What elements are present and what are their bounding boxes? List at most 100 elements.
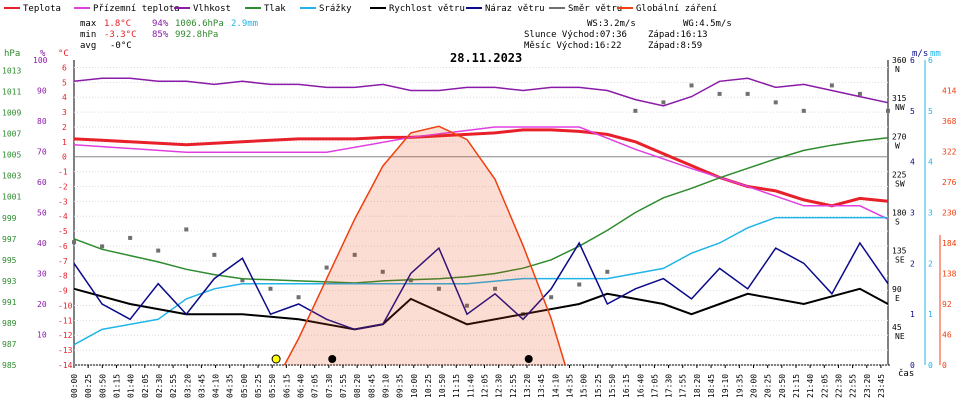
wind-dir-point [605,269,610,274]
tick-dir: 135 [892,247,907,256]
x-tick-label: 02:05 [141,374,150,398]
x-tick-label: 07:05 [311,374,320,398]
stats-max-hum: 94% [152,19,169,29]
tick-degc: 5 [62,78,67,87]
wind-dir-point [549,295,554,300]
wind-dir-point [464,303,469,308]
x-tick-label: 07:55 [339,374,348,398]
stats-moonrise: Měsíc Východ:16:22 [524,41,622,51]
tick-degc: -7 [58,257,68,266]
chart-title: 28.11.2023 [450,51,522,65]
x-tick-label: 11:40 [466,374,475,398]
tick-degc: -1 [58,168,68,177]
tick-hpa: 1001 [2,193,21,202]
x-tick-label: 22:05 [820,374,829,398]
wind-dir-point [268,286,273,291]
legend-label: Tlak [264,4,286,14]
x-tick-label: 21:15 [792,374,801,398]
tick-pct: 100 [33,56,48,65]
series-line [73,137,889,284]
x-tick-label: 01:15 [112,374,121,398]
x-tick-label: 01:40 [127,374,136,398]
tick-mm: 0 [928,361,933,370]
tick-degc: 6 [62,63,67,72]
tick-dir: 360 [892,56,907,65]
tick-hpa: 1013 [2,67,21,76]
x-tick-label: 04:10 [212,374,221,398]
tick-dir-name: NW [895,103,905,112]
tick-hpa: 991 [2,298,17,307]
tick-wm2: 0 [942,361,947,370]
tick-degc: 0 [62,153,67,162]
tick-pct: 50 [37,209,47,218]
tick-wm2: 276 [942,178,957,187]
stats-wind-gust: WG:4.5m/s [683,19,732,29]
x-tick-label: 16:15 [622,374,631,398]
wind-dir-point [773,100,778,105]
tick-wm2: 230 [942,209,957,218]
x-tick-label: 19:10 [721,374,730,398]
wind-dir-point [184,227,189,232]
x-tick-label: 05:00 [240,374,249,398]
series-line [73,241,889,331]
axis-label-mm: mm [930,49,941,59]
wind-dir-point [324,265,329,270]
tick-degc: 3 [62,108,67,117]
wind-dir-point [436,286,441,291]
x-tick-label: 09:35 [396,374,405,398]
x-tick-label: 04:35 [226,374,235,398]
tick-ms: 6 [910,56,915,65]
x-tick-label: 13:45 [537,374,546,398]
tick-dir-name: SW [895,179,905,188]
tick-ms: 1 [910,310,915,319]
wind-dir-point [689,83,694,88]
wind-dir-point [661,100,666,105]
stats-sunset: Západ:16:13 [648,30,708,40]
tick-degc: -13 [58,346,73,355]
x-tick-label: 02:30 [155,374,164,398]
tick-wm2: 414 [942,87,957,96]
legend-label: Teplota [23,4,61,14]
x-tick-label: 23:20 [863,374,872,398]
tick-degc: 2 [62,123,67,132]
stats-avg-label: avg [80,41,96,51]
tick-pct: 80 [37,117,47,126]
wind-dir-point [886,108,890,113]
x-tick-label: 03:45 [197,374,206,398]
stats-wind-speed: WS:3.2m/s [587,19,636,29]
tick-hpa: 1007 [2,130,21,139]
x-tick-label: 22:55 [849,374,858,398]
tick-hpa: 985 [2,361,17,370]
stats-max-rain: 2.9mm [231,19,258,29]
stats-block: max 1.8°C 94% 1006.6hPa 2.9mm min -3.3°C 85% 992… [80,19,732,51]
x-tick-label: 15:25 [594,374,603,398]
tick-pct: 20 [37,300,47,309]
x-axis-label: čas [898,368,914,379]
wind-dir-point [240,278,245,283]
series-area [284,126,566,365]
wind-dir-point [717,91,722,96]
legend-label: Směr větru [568,4,622,14]
wind-dir-point [72,240,76,245]
wind-dir-point [100,244,105,249]
legend-label: Vlhkost [193,4,231,14]
wind-dir-point [380,269,385,274]
tick-dir-name: SE [895,256,905,265]
stats-avg-temp: -0°C [110,41,132,51]
tick-hpa: 997 [2,235,17,244]
series-line [73,216,888,346]
stats-min-hum: 85% [152,30,169,40]
tick-hpa: 995 [2,256,17,265]
x-tick-label: 00:50 [98,374,107,398]
tick-dir: 90 [892,285,902,294]
stats-moonset: Západ:8:59 [648,41,702,51]
tick-mm: 2 [928,259,933,268]
tick-degc: -8 [58,272,68,281]
x-tick-label: 08:45 [367,374,376,398]
stats-min-temp: -3.3°C [104,30,137,40]
x-tick-label: 23:45 [877,374,886,398]
x-tick-label: 17:05 [650,374,659,398]
stats-sunrise: Slunce Východ:07:36 [524,30,627,40]
stats-min-label: min [80,30,96,40]
tick-dir-name: N [895,65,900,74]
